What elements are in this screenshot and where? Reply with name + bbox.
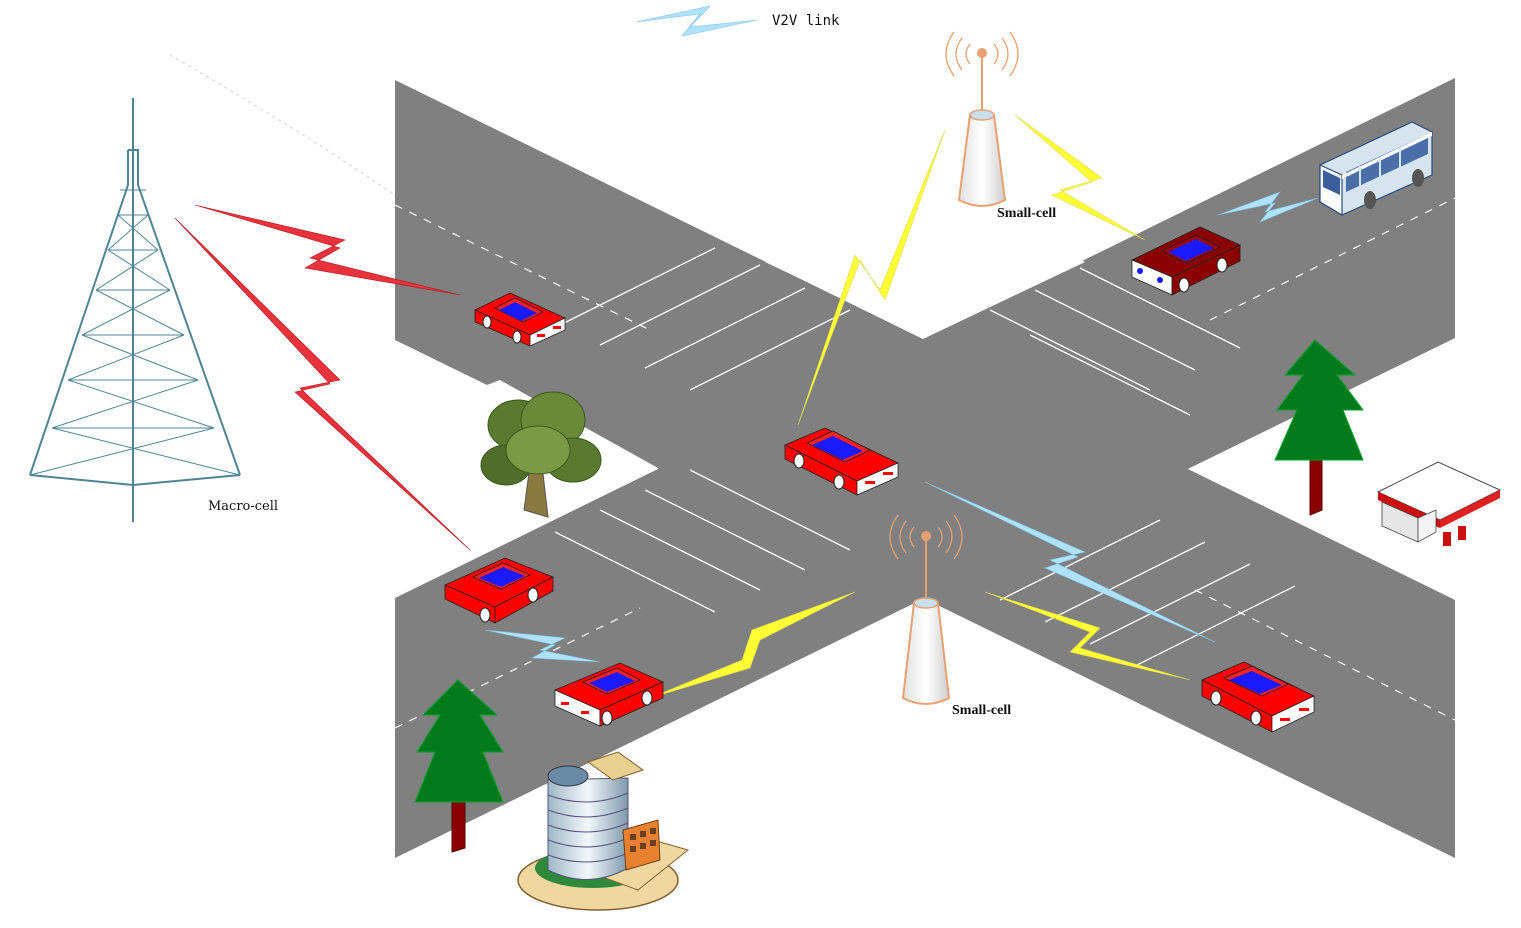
small-cell-bottom-label: Small-cell	[952, 703, 1011, 718]
macro-cell-label: Macro-cell	[208, 499, 278, 514]
v2v-links	[484, 5, 1319, 663]
car-icon	[553, 662, 664, 727]
oak-tree-icon	[480, 391, 602, 518]
office-building-icon	[517, 751, 690, 911]
lightning-icon	[484, 629, 601, 663]
small-cell-bottom	[889, 514, 963, 705]
lightning-icon	[924, 481, 1216, 643]
macro-tower-icon	[29, 98, 241, 522]
car-icon	[1201, 661, 1315, 733]
lightning-icon	[984, 591, 1191, 681]
lightning-icon	[1014, 114, 1146, 241]
dark-car-icon	[1131, 226, 1241, 296]
car-icon	[444, 557, 554, 624]
lightning-icon	[1217, 191, 1319, 223]
bus-icon	[1319, 121, 1433, 217]
signal-waves	[889, 514, 963, 560]
macro-links	[174, 204, 471, 551]
v2v-legend-label: V2V link	[772, 13, 840, 29]
car-icon	[784, 427, 899, 496]
small-cell-top	[945, 31, 1019, 207]
lightning-icon	[797, 129, 946, 426]
small-cell-icon	[957, 114, 1007, 207]
tree-icon	[414, 679, 504, 853]
lightning-icon	[194, 204, 461, 296]
small-cell-top-label: Small-cell	[997, 206, 1056, 221]
lane-dashes	[394, 197, 1456, 729]
small-cell-icon	[901, 602, 951, 705]
crosswalks	[554, 247, 1296, 667]
tree-icon	[1274, 339, 1364, 516]
gas-station-icon	[1376, 461, 1502, 546]
v2v-legend-icon	[635, 5, 758, 37]
signal-waves	[945, 31, 1019, 77]
macro-coverage-arc	[169, 54, 396, 196]
lightning-icon	[174, 217, 471, 551]
car-icon	[474, 292, 566, 347]
